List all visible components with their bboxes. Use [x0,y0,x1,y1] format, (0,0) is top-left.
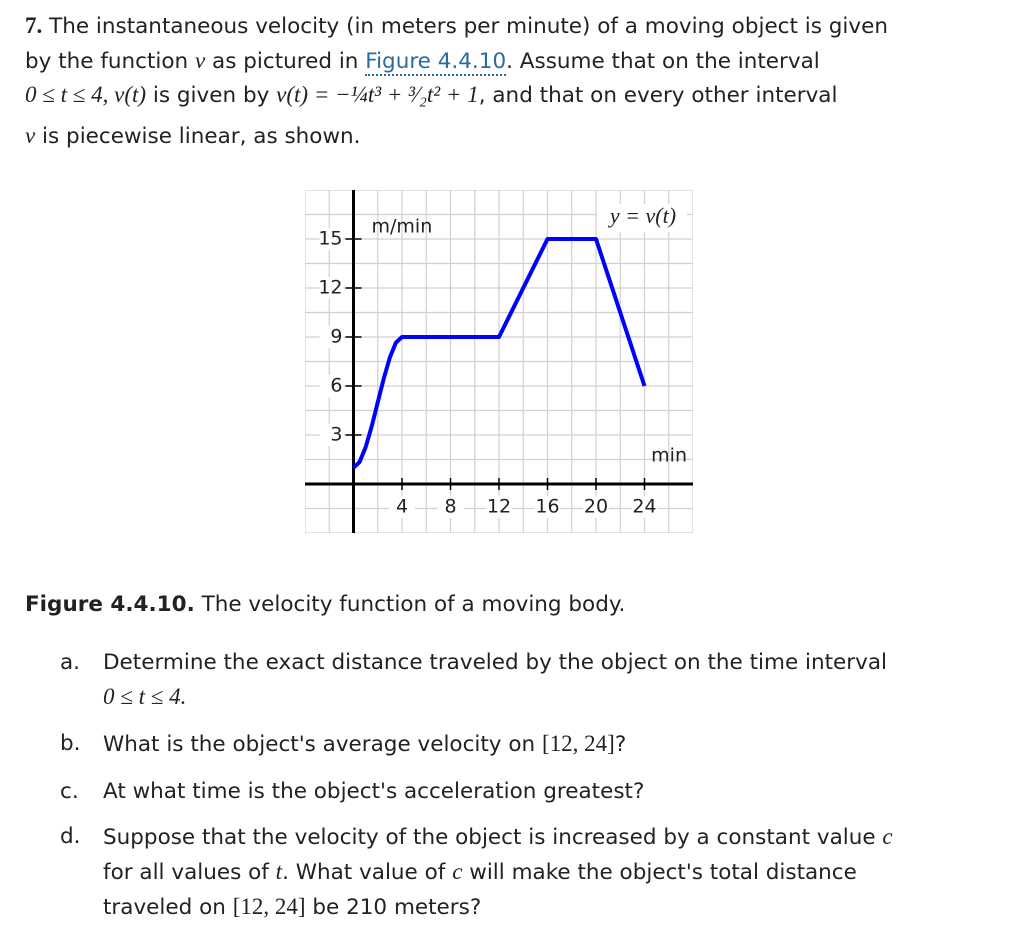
label-bg [319,375,344,397]
math: 0 ≤ t ≤ 4, v(t) [25,82,147,107]
text: is given by [146,83,277,108]
part-line: Determine the exact distance traveled by… [103,648,887,678]
label-bg [597,204,687,232]
part-label: c. [60,779,79,804]
x-axis-label: min [651,445,687,467]
math: t [275,859,283,884]
part-line: traveled on [12, 24] be 210 meters? [103,892,481,923]
y-axis-label: m/min [372,216,433,238]
label-bg [319,424,344,446]
y-tick-label: 12 [318,277,342,299]
x-tick-label: 8 [444,496,456,518]
part-line: At what time is the object's acceleratio… [103,777,644,807]
label-bg [631,496,658,518]
text: At what time is the object's acceleratio… [103,779,645,804]
problem-number: 7. [25,13,43,38]
part-line: Suppose that the velocity of the object … [103,822,893,853]
text: by the function [25,49,195,74]
data-line [352,237,647,470]
text: for all values of [103,860,276,885]
label-bg [437,496,464,518]
text: What is the object's average velocity on [103,732,542,757]
text: . Assume that on the interval [506,49,820,74]
x-tick-label: 12 [487,496,511,518]
math: [12, 24] [541,731,615,756]
math: v [25,123,36,148]
math: c [882,824,893,849]
label-bg [319,326,344,348]
x-tick-label: 24 [632,496,656,518]
series-label: y = v(t) [608,203,676,228]
x-tick-label: 4 [396,496,408,518]
text: ? [614,732,627,757]
label-bg [389,496,415,518]
label-bg [319,228,344,250]
problem-line: 0 ≤ t ≤ 4, v(t) is given by v(t) = −¼t³ … [25,80,837,111]
math: 0 ≤ t ≤ 4. [103,684,187,709]
text: be 210 meters? [305,895,482,920]
text: traveled on [103,895,233,920]
text: as pictured in [205,49,366,74]
math: v(t) = −¼t³ + ³⁄₂t² + 1 [276,82,479,107]
part-line: What is the object's average velocity on… [103,729,626,760]
figure-link[interactable]: Figure 4.4.10 [365,49,507,76]
problem-line: v is piecewise linear, as shown. [25,121,361,152]
math: [12, 24] [232,894,306,919]
part-label: a. [60,650,81,675]
text: , and that on every other interval [478,83,838,108]
y-tick-label: 6 [330,375,342,397]
x-tick-label: 16 [535,496,559,518]
text: Determine the exact distance traveled by… [103,650,887,675]
label-bg [486,496,512,518]
problem-line: by the function v as pictured in Figure … [25,46,820,77]
text: . What value of [282,860,453,885]
label-bg [534,496,561,518]
label-bg [583,496,609,518]
part-line: for all values of t. What value of c wil… [103,857,857,888]
y-tick-label: 15 [318,228,342,250]
text: is piecewise linear, as shown. [35,124,361,149]
text: will make the object's total distance [462,860,857,885]
y-tick-label: 3 [330,424,342,446]
x-tick-label: 20 [584,496,608,518]
text: The instantaneous velocity (in meters pe… [42,14,888,39]
problem-line: 7. The instantaneous velocity (in meters… [25,11,888,42]
text: Suppose that the velocity of the object … [103,825,883,850]
math: c [452,859,463,884]
y-tick-label: 9 [330,326,342,348]
label-bg [319,277,344,299]
part-label: b. [60,731,81,756]
caption: Figure 4.4.10. The velocity function of … [25,590,625,620]
part-line: 0 ≤ t ≤ 4. [103,682,186,713]
caption-label: Figure 4.4.10. [25,592,195,617]
chart: 4 8 12 16 20 24 3 6 9 12 15 m/min min y = v(t) [305,190,693,533]
caption-text: The velocity function of a moving body. [194,592,626,617]
math: v [194,48,206,73]
part-label: d. [60,824,81,849]
